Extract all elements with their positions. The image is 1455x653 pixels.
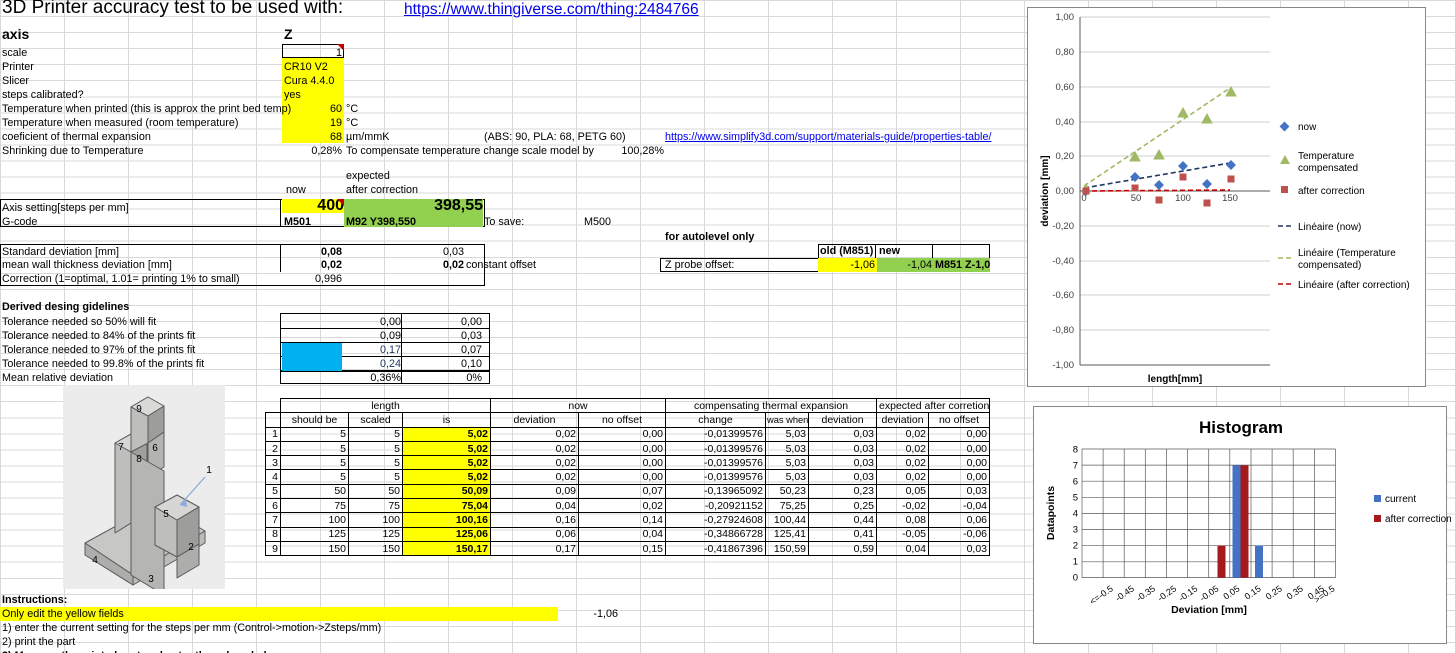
svg-text:6: 6 bbox=[152, 443, 158, 454]
svg-text:after correction: after correction bbox=[1385, 514, 1452, 525]
svg-text:Linéaire (now): Linéaire (now) bbox=[1298, 222, 1361, 233]
svg-text:6: 6 bbox=[1073, 477, 1078, 488]
svg-text:-0.15: -0.15 bbox=[1177, 583, 1200, 603]
svg-text:0,20: 0,20 bbox=[1056, 151, 1075, 162]
svg-text:0,80: 0,80 bbox=[1056, 47, 1075, 58]
svg-text:-1,00: -1,00 bbox=[1052, 360, 1074, 371]
svg-text:length[mm]: length[mm] bbox=[1148, 374, 1202, 385]
svg-text:-0,60: -0,60 bbox=[1052, 290, 1074, 301]
svg-text:1: 1 bbox=[206, 464, 212, 476]
svg-text:0,40: 0,40 bbox=[1056, 117, 1075, 128]
svg-text:2: 2 bbox=[1073, 541, 1078, 552]
svg-text:Deviation [mm]: Deviation [mm] bbox=[1171, 604, 1247, 616]
svg-text:-0.25: -0.25 bbox=[1156, 583, 1179, 603]
svg-text:0.35: 0.35 bbox=[1285, 583, 1305, 601]
svg-text:100: 100 bbox=[1175, 193, 1191, 204]
svg-text:8: 8 bbox=[136, 454, 142, 465]
svg-text:1,00: 1,00 bbox=[1056, 12, 1075, 23]
svg-text:deviation [mm]: deviation [mm] bbox=[1040, 155, 1051, 226]
svg-text:7: 7 bbox=[1073, 461, 1078, 472]
svg-text:0.05: 0.05 bbox=[1221, 583, 1241, 601]
svg-text:4: 4 bbox=[1073, 509, 1078, 520]
svg-text:compensated: compensated bbox=[1298, 163, 1358, 174]
svg-text:-0,80: -0,80 bbox=[1052, 325, 1074, 336]
svg-text:current: current bbox=[1385, 494, 1416, 505]
svg-text:-0.45: -0.45 bbox=[1113, 583, 1136, 603]
svg-text:3: 3 bbox=[148, 574, 154, 585]
svg-text:-0.05: -0.05 bbox=[1198, 583, 1221, 603]
svg-text:Linéaire (Temperature: Linéaire (Temperature bbox=[1298, 248, 1396, 259]
svg-text:9: 9 bbox=[136, 404, 142, 415]
svg-text:150: 150 bbox=[1222, 193, 1238, 204]
svg-text:Temperature: Temperature bbox=[1298, 151, 1355, 162]
svg-text:Datapoints: Datapoints bbox=[1045, 486, 1057, 540]
svg-text:-0.35: -0.35 bbox=[1135, 583, 1158, 603]
svg-text:Linéaire (after correction): Linéaire (after correction) bbox=[1298, 280, 1410, 291]
svg-text:5: 5 bbox=[163, 509, 169, 520]
svg-text:4: 4 bbox=[92, 555, 98, 566]
svg-text:50: 50 bbox=[1131, 193, 1142, 204]
svg-text:compensated): compensated) bbox=[1298, 260, 1361, 271]
svg-text:8: 8 bbox=[1073, 445, 1078, 456]
svg-text:-0,40: -0,40 bbox=[1052, 256, 1074, 267]
svg-text:after correction: after correction bbox=[1298, 186, 1365, 197]
svg-text:<=-0.5: <=-0.5 bbox=[1088, 583, 1115, 606]
svg-text:0,00: 0,00 bbox=[1056, 186, 1075, 197]
svg-text:0,60: 0,60 bbox=[1056, 82, 1075, 93]
svg-text:Histogram: Histogram bbox=[1199, 418, 1283, 437]
svg-text:now: now bbox=[1298, 122, 1317, 133]
svg-text:-0,20: -0,20 bbox=[1052, 221, 1074, 232]
svg-text:0.25: 0.25 bbox=[1264, 583, 1284, 601]
svg-text:0.15: 0.15 bbox=[1243, 583, 1263, 601]
svg-text:3: 3 bbox=[1073, 525, 1078, 536]
svg-text:0: 0 bbox=[1073, 573, 1078, 584]
svg-text:7: 7 bbox=[118, 442, 124, 453]
svg-text:2: 2 bbox=[188, 542, 194, 553]
svg-text:1: 1 bbox=[1073, 557, 1078, 568]
svg-text:5: 5 bbox=[1073, 493, 1078, 504]
